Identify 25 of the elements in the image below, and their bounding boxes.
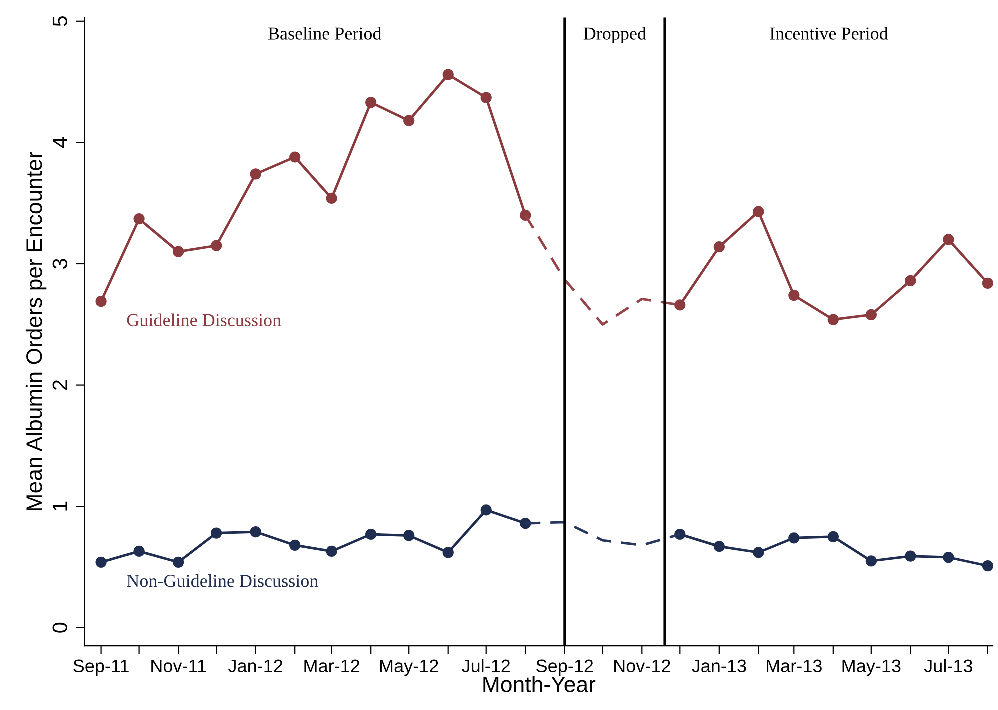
annotation: Baseline Period (268, 27, 382, 40)
y-tick-label: 4 (52, 138, 68, 148)
x-tick-label: Nov-12 (614, 660, 670, 673)
y-tick-label: 5 (52, 16, 68, 26)
annotation: Incentive Period (770, 27, 888, 40)
x-tick-label: Sep-11 (74, 660, 129, 676)
x-tick-label: Jan-12 (228, 660, 283, 673)
x-tick-label: Nov-11 (152, 660, 206, 673)
x-tick-label: May-12 (380, 660, 438, 676)
x-tick-label: Sep-12 (536, 660, 594, 676)
x-tick-label: Jul-12 (462, 659, 510, 673)
x-tick-label: Jul-13 (924, 659, 972, 673)
y-tick-label: 3 (52, 259, 68, 269)
x-tick-label: Mar-12 (304, 660, 360, 673)
x-axis-title: Month-Year (484, 676, 596, 692)
x-tick-label: May-13 (842, 660, 901, 676)
y-tick-label: 0 (52, 622, 68, 633)
y-tick-label: 1 (52, 502, 68, 511)
y-tick-label: 2 (52, 380, 68, 390)
x-tick-label: Jan-13 (692, 660, 746, 673)
x-tick-label: Mar-13 (767, 660, 822, 673)
annotation: Dropped (584, 27, 646, 44)
series-label: Guideline Discussion (127, 314, 282, 326)
y-axis-title: Mean Albumin Orders per Encounter (26, 152, 47, 510)
series-label: Non-Guideline Discussion (127, 574, 318, 588)
